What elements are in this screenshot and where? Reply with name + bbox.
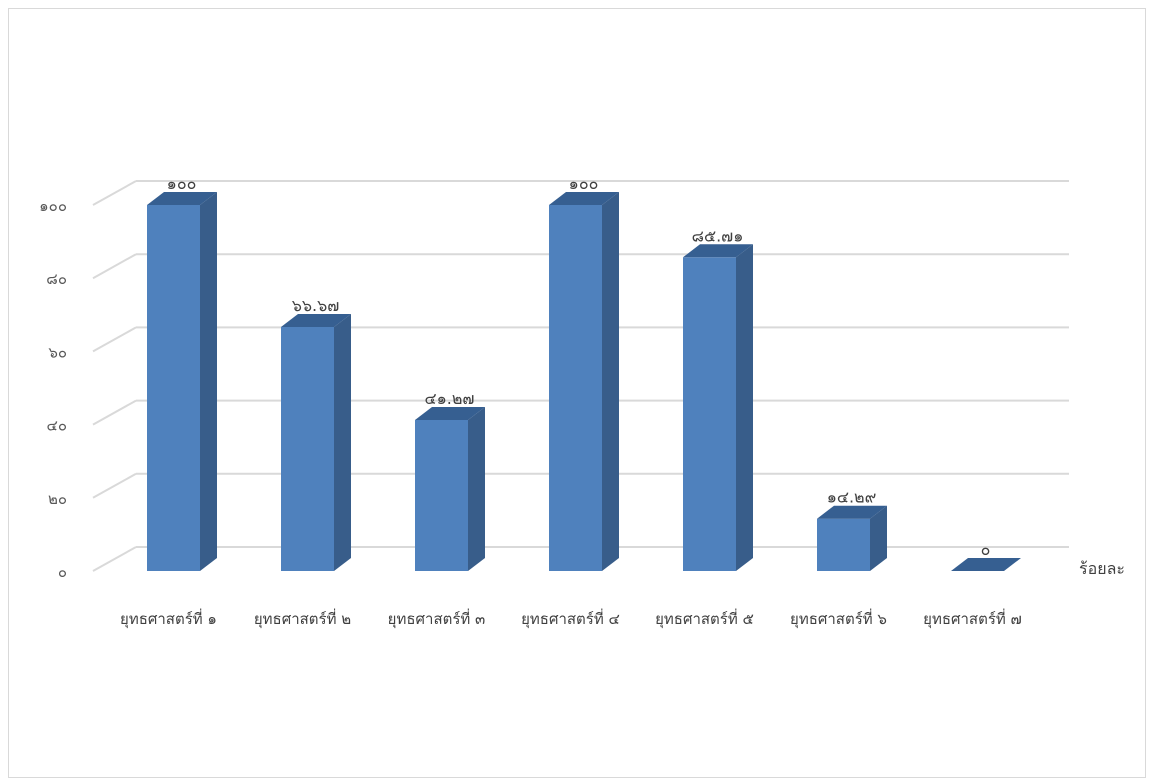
data-label: ๑๐๐: [167, 174, 197, 193]
chart-frame: ๐๒๐ ๔๐ ๖๐ ๘๐ ๑๐๐ ๑๐๐ ๖๖.๖๗ ๔๑.๒๗ ๑๐๐ ๘๕.๗๑ ๑๔.๒๙๐…: [8, 8, 1146, 778]
y-tick-label: ๑๐๐: [39, 197, 67, 215]
bar: [147, 192, 217, 571]
y-tick-label: ๖๐: [48, 343, 67, 361]
data-label: ๔๑.๒๗: [425, 389, 475, 408]
y-tick-label: ๐: [58, 563, 67, 581]
data-label: ๑๐๐: [569, 174, 599, 193]
y-tick-label: ๔๐: [46, 417, 67, 435]
y-tick-label: ๘๐: [46, 270, 67, 288]
data-label: ๖๖.๖๗: [292, 296, 340, 315]
x-tick-label: ยุทธศาสตร์ที่ ๔: [521, 608, 620, 629]
bar: [951, 558, 1021, 571]
bar: [281, 313, 351, 571]
x-tick-label: ยุทธศาสตร์ที่ ๒: [254, 608, 351, 629]
bars: [147, 192, 1021, 572]
x-axis: ยุทธศาสตร์ที่ ๑ ยุทธศาสตร์ที่ ๒ ยุทธศาสตร์…: [120, 608, 1022, 629]
bar: [683, 244, 753, 572]
x-tick-label: ยุทธศาสตร์ที่ ๓: [388, 608, 486, 629]
y-axis: ๐ ๒๐ ๔๐ ๖๐ ๘๐ ๑๐๐: [39, 197, 67, 581]
series-unit-label: ร้อยละ: [1079, 559, 1125, 578]
data-label: ๘๕.๗๑: [692, 226, 744, 245]
bar: [415, 406, 485, 571]
gridline: [92, 180, 1069, 206]
data-label: ๐: [981, 540, 991, 559]
x-tick-label: ยุทธศาสตร์ที่ ๗: [923, 608, 1022, 629]
bar: [817, 505, 887, 571]
x-tick-label: ยุทธศาสตร์ที่ ๑: [120, 608, 217, 629]
data-label: ๑๔.๒๙: [827, 488, 877, 507]
y-tick-label: ๒๐: [48, 490, 67, 508]
bar: [549, 192, 619, 571]
x-tick-label: ยุทธศาสตร์ที่ ๖: [790, 608, 887, 629]
x-tick-label: ยุทธศาสตร์ที่ ๕: [655, 608, 754, 629]
